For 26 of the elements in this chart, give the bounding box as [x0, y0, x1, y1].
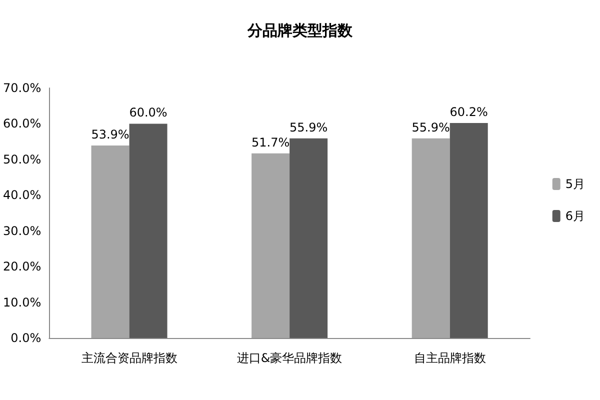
legend-label: 6月 — [565, 209, 586, 223]
bar — [91, 146, 130, 338]
data-label: 55.9% — [412, 120, 450, 134]
data-label: 51.7% — [252, 135, 290, 150]
bar — [412, 138, 450, 338]
y-tick-label: 60.0% — [2, 116, 42, 131]
y-tick-label: 40.0% — [2, 188, 42, 202]
bar — [290, 138, 328, 338]
y-tick-label: 10.0% — [2, 295, 42, 310]
data-label: 55.9% — [290, 120, 328, 134]
x-tick-label: 进口&豪华品牌指数 — [236, 351, 342, 365]
data-label: 53.9% — [91, 128, 130, 142]
bar — [450, 123, 488, 338]
bar — [252, 153, 290, 338]
data-label: 60.2% — [450, 105, 488, 119]
y-tick-label: 20.0% — [2, 260, 42, 274]
x-tick-label: 自主品牌指数 — [414, 351, 486, 365]
y-tick-label: 30.0% — [2, 224, 42, 238]
chart-title: 分品牌类型指数 — [246, 22, 354, 40]
y-tick-label: 70.0% — [2, 81, 42, 95]
legend-label: 5月 — [565, 177, 586, 191]
data-label: 60.0% — [129, 106, 168, 120]
x-tick-label: 主流合资品牌指数 — [81, 351, 178, 365]
y-tick-label: 0.0% — [10, 331, 42, 345]
y-tick-label: 50.0% — [2, 152, 42, 166]
bar — [129, 124, 168, 338]
